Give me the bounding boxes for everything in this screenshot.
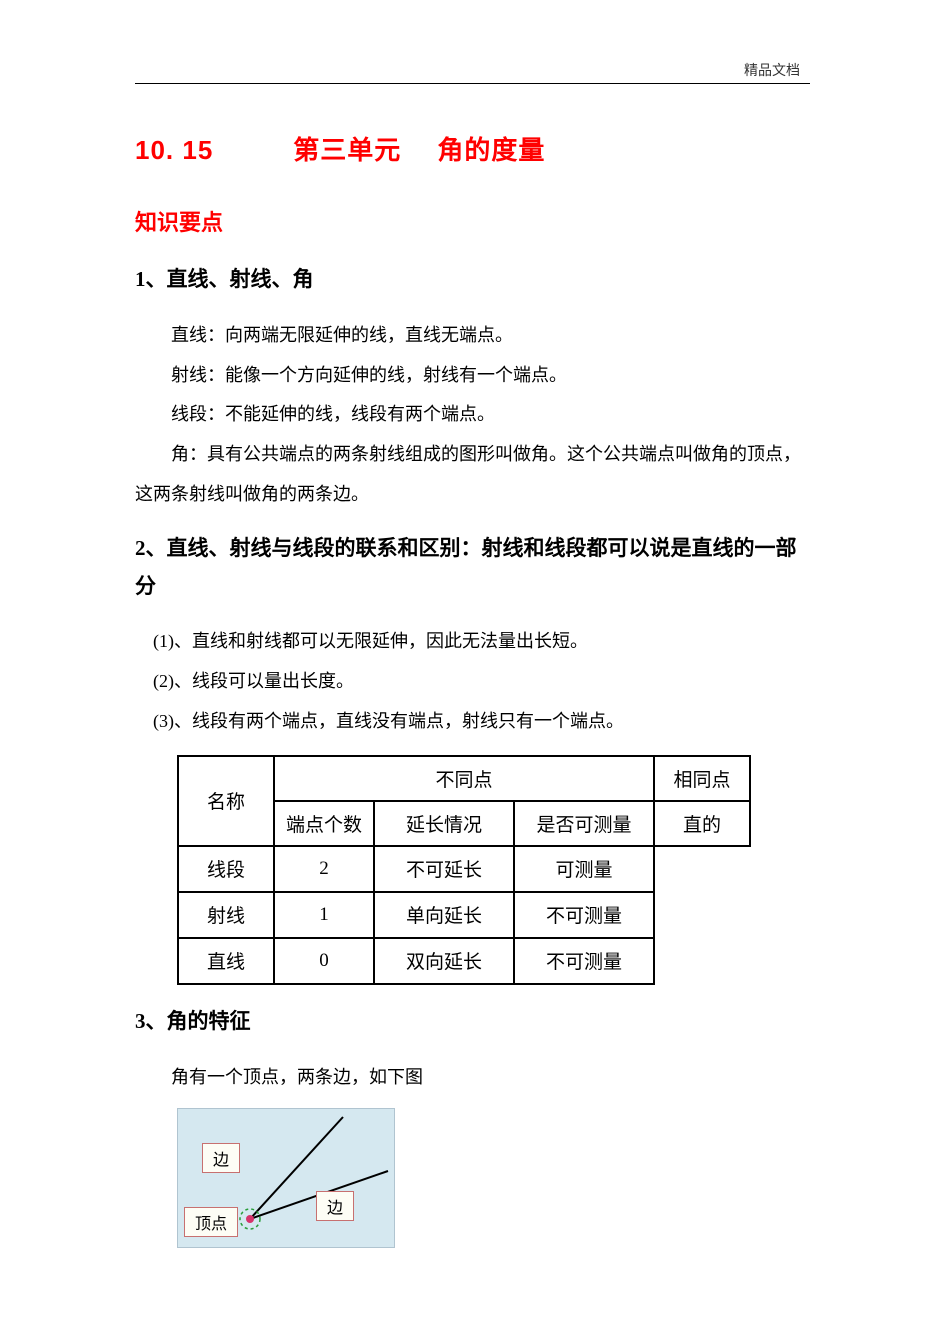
- spacer: [135, 985, 810, 1003]
- paragraph-sub-2: (2)、线段可以量出长度。: [135, 663, 810, 701]
- paragraph-angle-def-2: 这两条射线叫做角的两条边。: [135, 476, 810, 514]
- cell-measurable: 可测量: [514, 846, 654, 892]
- paragraph-line-def: 直线：向两端无限延伸的线，直线无端点。: [135, 317, 810, 355]
- cell-measurable: 不可测量: [514, 938, 654, 984]
- comparison-table: 名称 不同点 相同点 端点个数 延长情况 是否可测量 直的 线段 2 不可延长 …: [177, 755, 751, 985]
- title-number: 10. 15: [135, 135, 213, 165]
- paragraph-angle-feature: 角有一个顶点，两条边，如下图: [135, 1059, 810, 1097]
- header-watermark: 精品文档: [744, 60, 800, 80]
- table-body: 线段 2 不可延长 可测量 射线 1 单向延长 不可测量 直线 0 双向延长 不…: [178, 846, 750, 984]
- cell-extend: 不可延长: [374, 846, 514, 892]
- title-unit: 第三单元: [293, 136, 401, 165]
- table-header-row-1: 名称 不同点 相同点: [178, 756, 750, 801]
- paragraph-sub-3: (3)、线段有两个端点，直线没有端点，射线只有一个端点。: [135, 703, 810, 741]
- cell-name: 线段: [178, 846, 274, 892]
- keypoints-heading: 知识要点: [135, 205, 810, 237]
- cell-endpoints: 2: [274, 846, 374, 892]
- td-same-value: 直的: [654, 801, 750, 846]
- document-page: 精品文档 10. 15 第三单元 角的度量 知识要点 1、直线、射线、角 直线：向两…: [0, 0, 945, 1288]
- table-row: 直线 0 双向延长 不可测量: [178, 938, 750, 984]
- cell-extend: 单向延长: [374, 892, 514, 938]
- page-title: 10. 15 第三单元 角的度量: [135, 130, 810, 167]
- heading-2: 2、直线、射线与线段的联系和区别：射线和线段都可以说是直线的一部分: [135, 530, 810, 606]
- paragraph-segment-def: 线段：不能延伸的线，线段有两个端点。: [135, 396, 810, 434]
- cell-extend: 双向延长: [374, 938, 514, 984]
- label-side-2: 边: [316, 1191, 354, 1221]
- table-row: 线段 2 不可延长 可测量: [178, 846, 750, 892]
- th-endpoints: 端点个数: [274, 801, 374, 846]
- paragraph-sub-1: (1)、直线和射线都可以无限延伸，因此无法量出长短。: [135, 623, 810, 661]
- cell-name: 直线: [178, 938, 274, 984]
- label-side-1: 边: [202, 1143, 240, 1173]
- cell-endpoints: 0: [274, 938, 374, 984]
- th-name: 名称: [178, 756, 274, 846]
- header-rule: [135, 83, 810, 84]
- cell-name: 射线: [178, 892, 274, 938]
- cell-measurable: 不可测量: [514, 892, 654, 938]
- paragraph-ray-def: 射线：能像一个方向延伸的线，射线有一个端点。: [135, 357, 810, 395]
- angle-figure: 边 边 顶点: [177, 1108, 395, 1248]
- th-same: 相同点: [654, 756, 750, 801]
- heading-1: 1、直线、射线、角: [135, 261, 810, 299]
- table-head: 名称 不同点 相同点 端点个数 延长情况 是否可测量 直的: [178, 756, 750, 846]
- th-measurable: 是否可测量: [514, 801, 654, 846]
- paragraph-angle-def-1: 角：具有公共端点的两条射线组成的图形叫做角。这个公共端点叫做角的顶点，: [135, 436, 810, 474]
- label-vertex: 顶点: [184, 1207, 238, 1237]
- heading-3: 3、角的特征: [135, 1003, 810, 1041]
- title-topic: 角的度量: [437, 136, 545, 165]
- cell-endpoints: 1: [274, 892, 374, 938]
- vertex-point-icon: [246, 1215, 254, 1223]
- spacer: [135, 516, 810, 530]
- th-diff: 不同点: [274, 756, 654, 801]
- table-row: 射线 1 单向延长 不可测量: [178, 892, 750, 938]
- th-extend: 延长情况: [374, 801, 514, 846]
